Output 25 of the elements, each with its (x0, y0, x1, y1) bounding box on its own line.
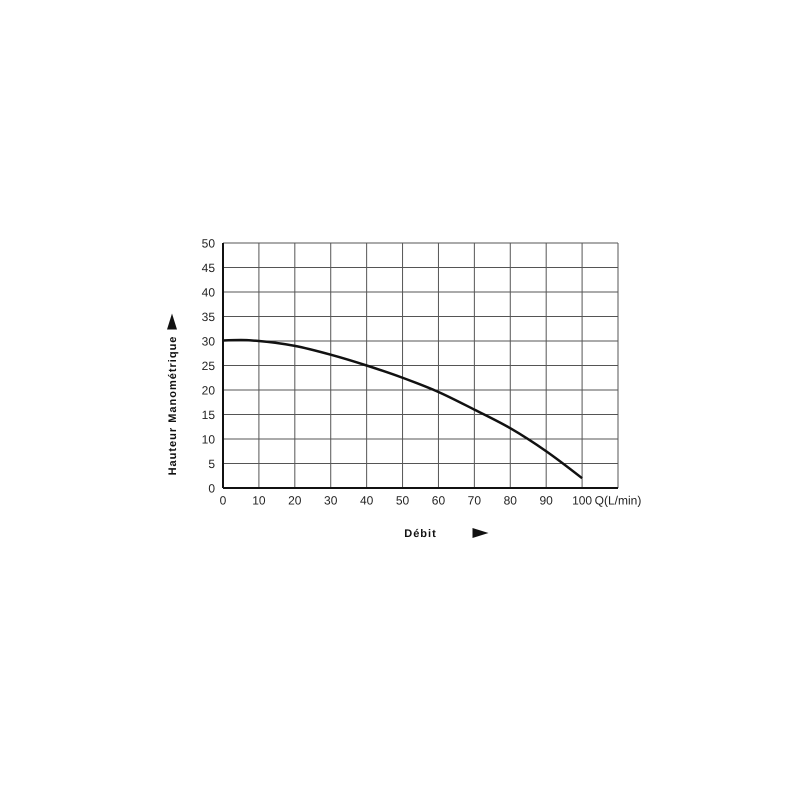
x-tick-label: 90 (540, 494, 554, 508)
y-tick-label: 15 (202, 408, 216, 422)
x-tick-label: 10 (252, 494, 266, 508)
x-tick-label: 40 (360, 494, 374, 508)
y-tick-label: 5 (208, 456, 216, 471)
x-tick-label: 20 (288, 494, 302, 508)
x-tick-label: 0 (220, 494, 227, 508)
x-tick-label: 80 (504, 494, 518, 508)
y-tick-label: 35 (202, 310, 216, 324)
x-tick-label: 50 (396, 494, 410, 508)
y-tick-label: 40 (202, 285, 216, 300)
y-tick-label: 20 (202, 383, 216, 398)
y-tick-label: 30 (202, 334, 216, 348)
y-tick-label: 45 (202, 260, 216, 275)
y-tick-label: 0 (208, 481, 216, 496)
x-tick-label: 100 (572, 494, 592, 508)
y-tick-label: 50 (202, 236, 216, 250)
x-tick-label: 60 (432, 494, 446, 508)
x-tick-label: 30 (324, 494, 338, 508)
y-tick-label: 10 (202, 432, 216, 446)
y-tick-label: 25 (202, 358, 216, 373)
x-tick-label: 70 (468, 494, 482, 508)
x-tick-label: Q(L/min) (594, 494, 642, 508)
y-axis-title: Hauteur Manométrique (167, 336, 179, 476)
x-axis-title: Débit (404, 528, 437, 540)
